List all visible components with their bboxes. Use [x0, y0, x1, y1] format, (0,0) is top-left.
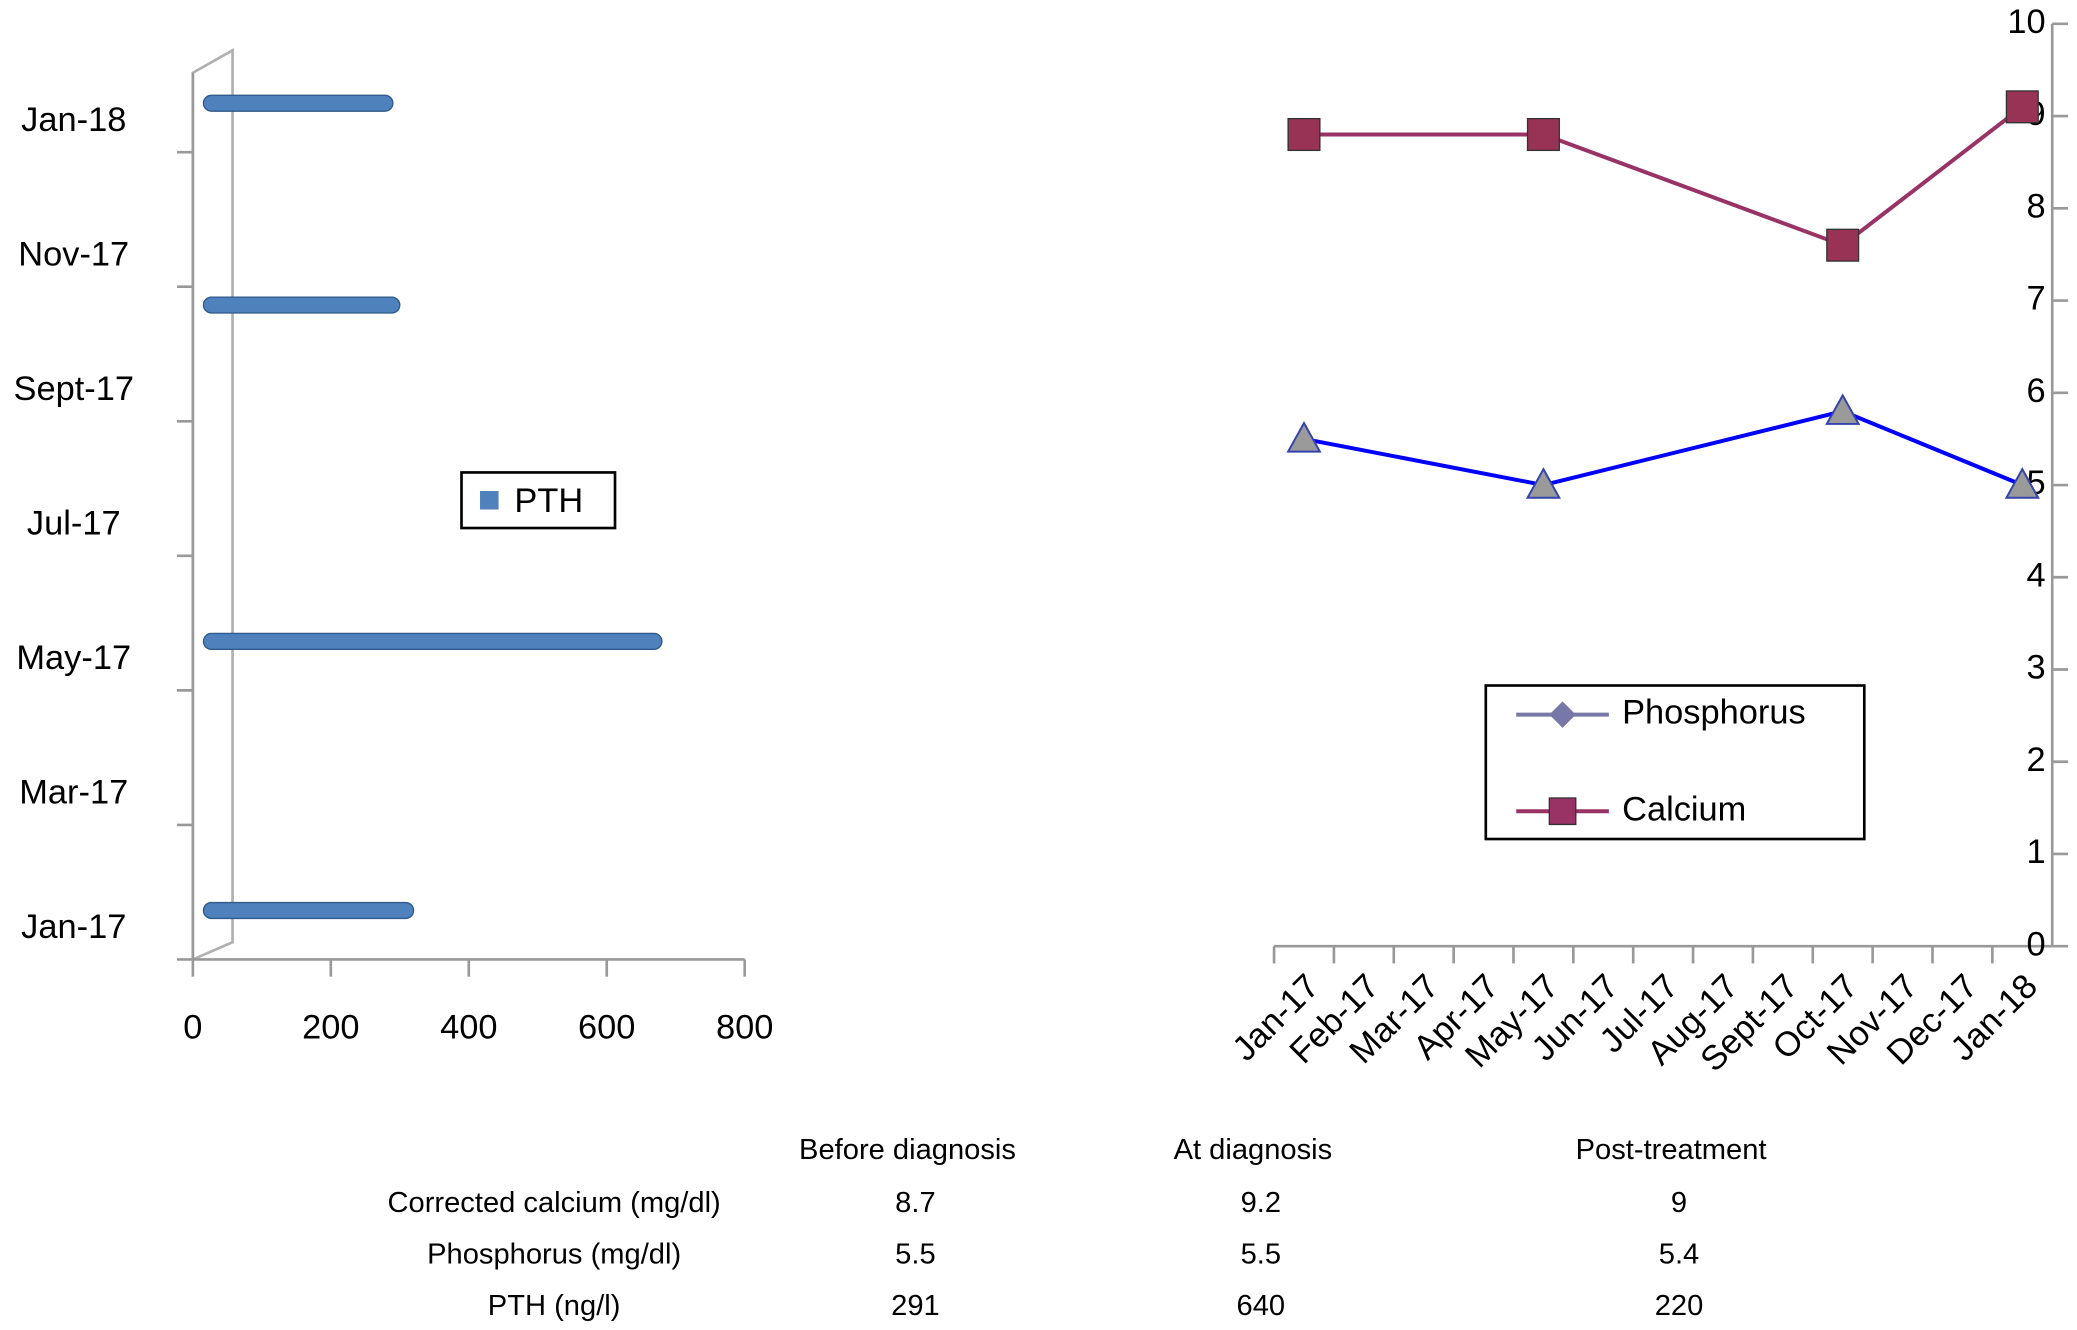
table-header: At diagnosis — [1174, 1134, 1333, 1166]
bar — [202, 901, 415, 920]
y-tick-label: 6 — [2026, 372, 2045, 410]
legend-label: Calcium — [1622, 790, 1746, 828]
table-header: Before diagnosis — [799, 1134, 1016, 1166]
table-cell: 291 — [891, 1290, 940, 1322]
table-cell: 5.4 — [1659, 1239, 1699, 1271]
table-cell: 5.5 — [895, 1239, 935, 1271]
marker — [2005, 90, 2039, 124]
y-tick-label: May-17 — [16, 639, 131, 677]
chart-wall — [191, 48, 234, 962]
y-tick-label: Jul-17 — [27, 504, 121, 542]
x-tick-label: 600 — [578, 1009, 635, 1047]
y-tick-label: 8 — [2026, 187, 2045, 225]
line-segment — [1303, 436, 1544, 487]
y-tick-label: 10 — [2007, 3, 2045, 41]
legend-swatch — [480, 490, 499, 510]
y-tick-label: Nov-17 — [18, 235, 129, 273]
legend-label: Phosphorus — [1622, 694, 1806, 732]
x-tick-label: 400 — [440, 1009, 497, 1047]
marker — [1826, 228, 1860, 262]
table-cell: 5.5 — [1241, 1239, 1281, 1271]
marker — [1287, 117, 1321, 152]
table-cell: 220 — [1655, 1290, 1704, 1322]
x-tick-label: 200 — [302, 1009, 359, 1047]
line-segment — [1841, 409, 2024, 487]
x-tick-label: 800 — [716, 1009, 773, 1047]
x-tick-label: 0 — [183, 1009, 202, 1047]
y-tick-label: 1 — [2026, 833, 2045, 871]
table-cell: 9.2 — [1241, 1187, 1281, 1219]
marker — [1526, 117, 1560, 152]
y-tick-label: Jan-17 — [21, 908, 126, 946]
y-tick-label: 7 — [2026, 280, 2045, 318]
y-tick-label: Jan-18 — [21, 101, 126, 139]
marker — [1825, 393, 1861, 425]
table-header: Post-treatment — [1576, 1134, 1767, 1166]
bar — [202, 94, 394, 112]
bar — [202, 296, 401, 314]
y-tick-label: Mar-17 — [19, 774, 128, 812]
y-tick-label: 2 — [2026, 741, 2045, 779]
table-cell: 640 — [1237, 1290, 1286, 1322]
y-tick-label: Sept-17 — [14, 370, 134, 408]
legend-label: PTH — [514, 482, 583, 520]
marker — [1548, 797, 1577, 826]
table-cell: 9 — [1671, 1187, 1687, 1219]
line-segment — [1542, 132, 1844, 248]
row-label: Phosphorus (mg/dl) — [427, 1239, 681, 1271]
marker — [2004, 467, 2040, 499]
y-tick-label: 0 — [2026, 925, 2045, 963]
marker — [1525, 467, 1561, 499]
row-label: Corrected calcium (mg/dl) — [388, 1187, 721, 1219]
bar — [202, 632, 663, 651]
marker — [1549, 701, 1576, 728]
line-segment — [1542, 409, 1844, 487]
row-label: PTH (ng/l) — [488, 1290, 621, 1322]
table-cell: 8.7 — [895, 1187, 935, 1219]
y-tick-label: 4 — [2026, 556, 2045, 594]
marker — [1286, 420, 1322, 453]
line-segment — [1841, 105, 2024, 247]
y-tick-label: 3 — [2026, 649, 2045, 687]
